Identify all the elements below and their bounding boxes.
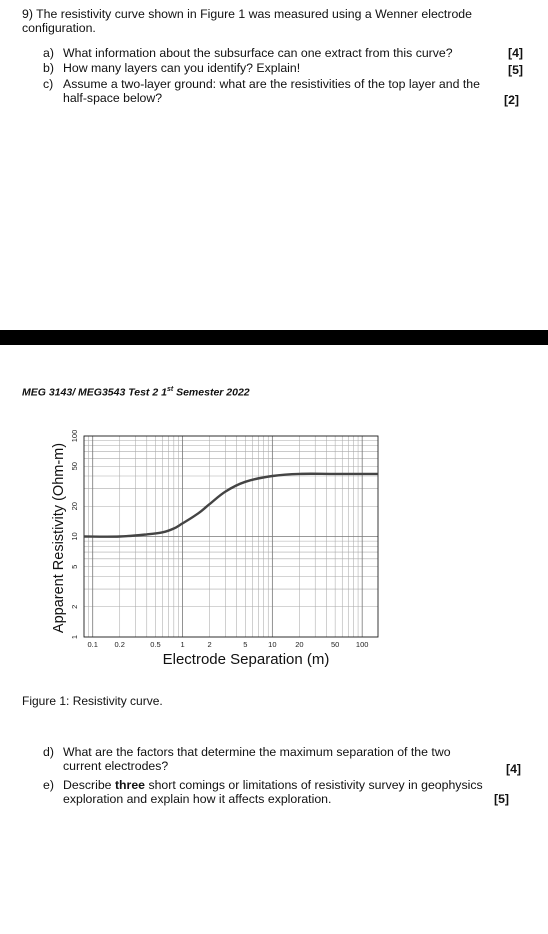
chart-y-tick-label: 10 xyxy=(70,532,79,540)
question-item-b: b) How many layers can you identify? Exp… xyxy=(43,61,525,77)
item-marks: [5] xyxy=(494,792,510,806)
chart-x-tick-label: 2 xyxy=(207,640,211,649)
test-header-main: MEG 3143/ MEG3543 Test 2 1 xyxy=(22,386,167,399)
item-label: b) xyxy=(43,61,54,75)
question-item-e: e) Describe three short comings or limit… xyxy=(43,778,527,809)
resistivity-chart: 0.1 0.2 0.5 1 2 5 10 20 50 100 1 2 5 10 20 50 100 Elect… xyxy=(51,430,379,668)
chart-y-tick-label: 50 xyxy=(70,462,79,470)
chart-x-tick-label: 1 xyxy=(180,640,184,649)
item-marks: [5] xyxy=(508,63,524,77)
chart-y-tick-label: 100 xyxy=(70,430,79,443)
chart-x-tick-labels: 0.1 0.2 0.5 1 2 5 10 20 50 100 xyxy=(87,640,368,649)
chart-x-tick-label: 0.2 xyxy=(115,640,125,649)
chart-x-tick-label: 100 xyxy=(356,640,369,649)
chart-y-axis-label: Apparent Resistivity (Ohm-m) xyxy=(51,443,67,633)
item-text-line2: half-space below? xyxy=(63,91,163,105)
item-marks: [4] xyxy=(506,762,522,776)
item-text: What information about the subsurface ca… xyxy=(63,46,453,60)
item-text-post: short comings or limitations of resistiv… xyxy=(145,778,483,792)
chart-y-tick-label: 1 xyxy=(70,635,79,639)
question-item-a: a) What information about the subsurface… xyxy=(43,46,525,61)
question-intro: 9) The resistivity curve shown in Figure… xyxy=(22,7,472,35)
item-text: Describe three short comings or limitati… xyxy=(63,778,483,793)
item-label: c) xyxy=(43,77,54,91)
chart-y-tick-label: 20 xyxy=(70,502,79,510)
item-marks: [4] xyxy=(508,46,524,60)
item-text-line2: exploration and explain how it affects e… xyxy=(63,792,332,806)
figure-caption: Figure 1: Resistivity curve. xyxy=(22,694,163,708)
item-text-pre: Describe xyxy=(63,778,115,792)
item-text: What are the factors that determine the … xyxy=(63,745,451,759)
chart-y-tick-labels: 1 2 5 10 20 50 100 xyxy=(70,430,79,639)
item-text-bold: three xyxy=(114,778,146,792)
item-text: Assume a two-layer ground: what are the … xyxy=(63,77,480,91)
chart-x-axis-label: Electrode Separation (m) xyxy=(163,651,330,668)
item-label: a) xyxy=(43,46,54,60)
test-header-superscript: st xyxy=(166,386,174,393)
chart-x-tick-label: 5 xyxy=(243,640,247,649)
question-intro-line1: 9) The resistivity curve shown in Figure… xyxy=(22,7,472,21)
item-text: How many layers can you identify? Explai… xyxy=(63,61,301,75)
chart-x-tick-label: 50 xyxy=(331,640,339,649)
item-text-line2: current electrodes? xyxy=(63,759,169,773)
chart-x-tick-label: 0.1 xyxy=(87,640,97,649)
chart-x-tick-label: 0.5 xyxy=(150,640,160,649)
chart-y-tick-label: 5 xyxy=(70,565,79,569)
question-item-d: d) What are the factors that determine t… xyxy=(43,745,525,776)
test-header-rest: Semester 2022 xyxy=(173,386,250,399)
chart-x-tick-label: 10 xyxy=(268,640,276,649)
item-label: d) xyxy=(43,745,54,759)
chart-x-tick-label: 20 xyxy=(295,640,303,649)
chart-series-line xyxy=(83,472,378,538)
question-item-c: c) Assume a two-layer ground: what are t… xyxy=(43,77,525,108)
item-label: e) xyxy=(43,778,54,792)
test-header: MEG 3143/ MEG3543 Test 2 1st Semester 20… xyxy=(22,386,250,399)
chart-y-tick-label: 2 xyxy=(70,605,79,609)
item-marks: [2] xyxy=(504,93,520,107)
page-separator-band xyxy=(0,330,548,345)
question-intro-line2: configuration. xyxy=(22,21,96,35)
